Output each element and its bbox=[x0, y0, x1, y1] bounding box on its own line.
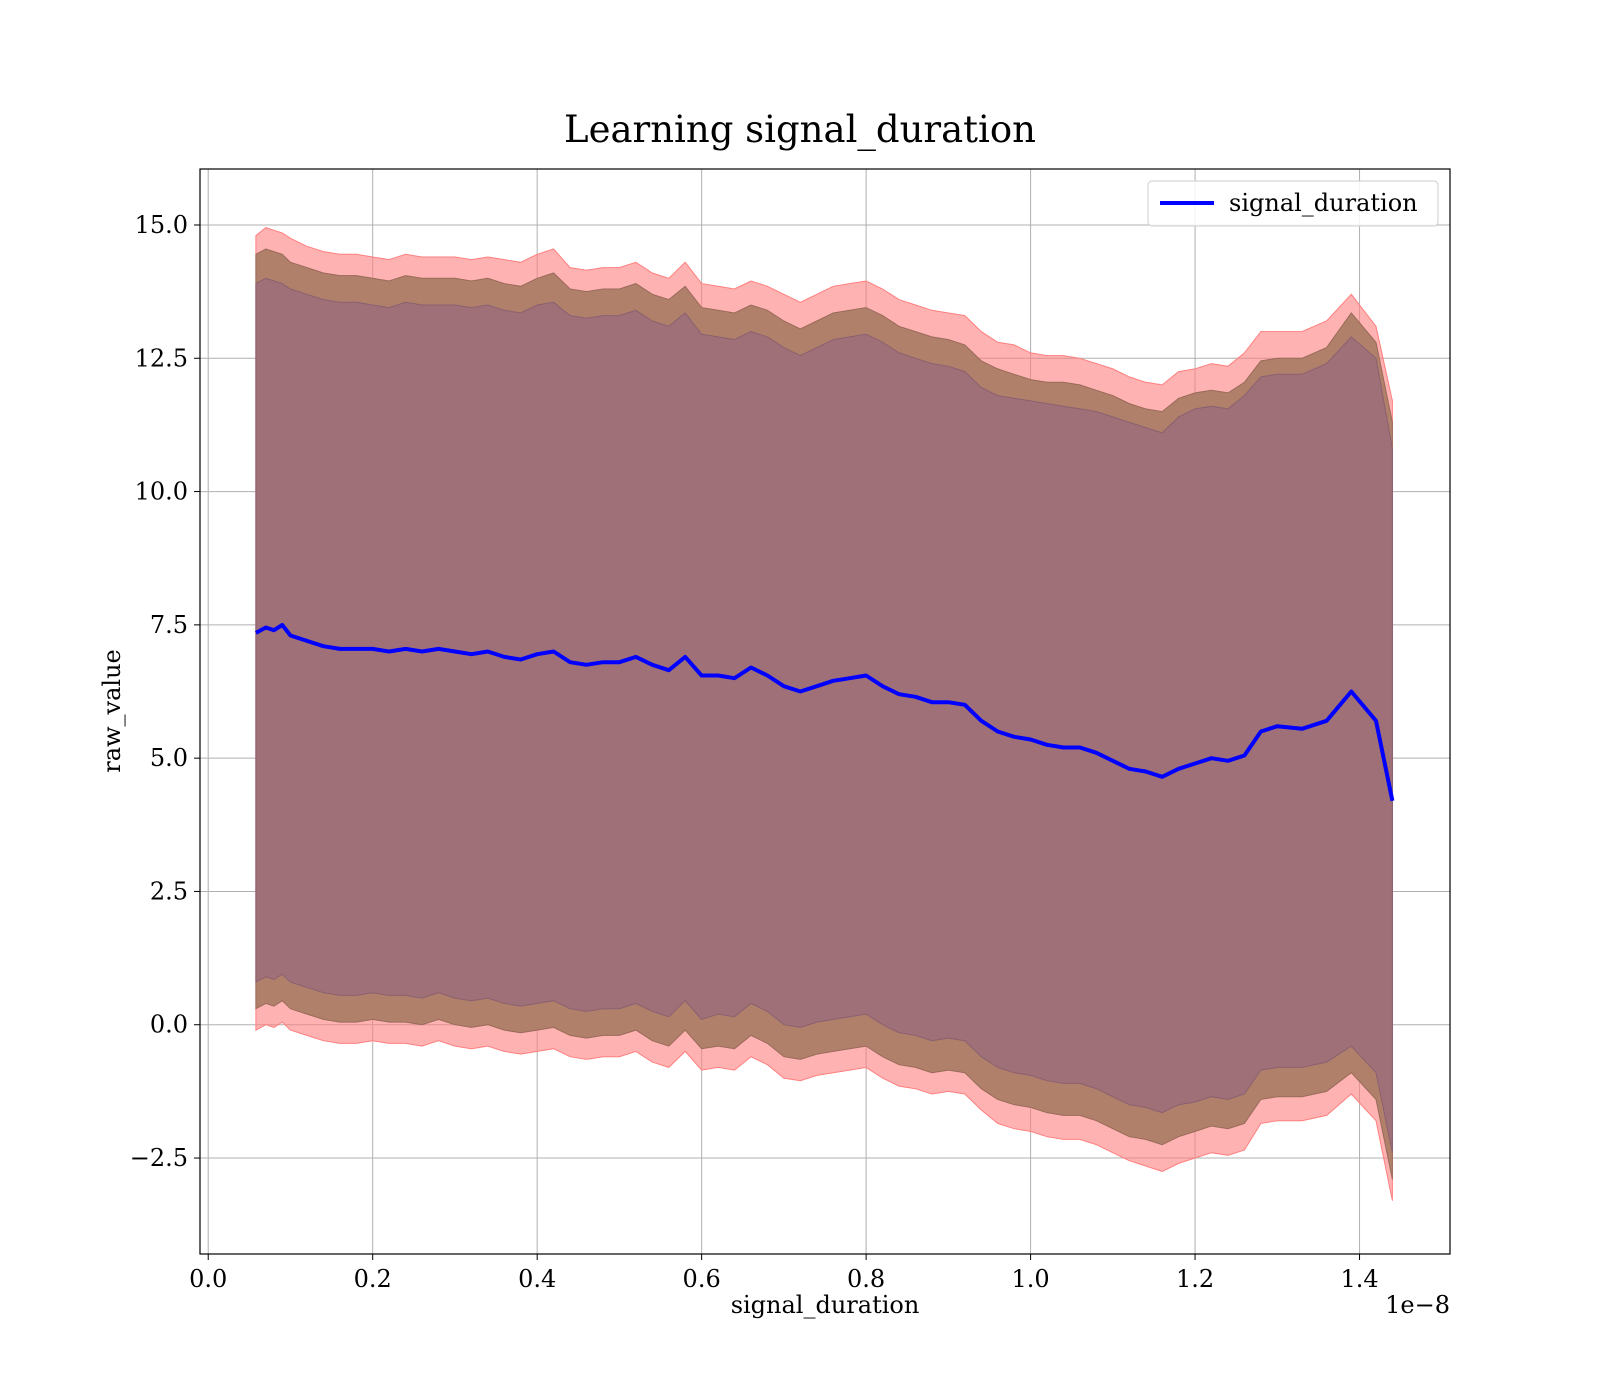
x-tick-label-7: 1.4 bbox=[1340, 1265, 1378, 1293]
y-tick-label-2: 10.0 bbox=[135, 478, 188, 506]
y-tick-label-5: 2.5 bbox=[150, 877, 188, 905]
legend: signal_duration bbox=[1147, 180, 1439, 227]
mean-line-signal-duration bbox=[254, 622, 1395, 802]
y-tick-label-7: −2.5 bbox=[130, 1144, 188, 1172]
y-tick-label-0: 15.0 bbox=[135, 211, 188, 239]
chart-title: Learning signal_duration bbox=[564, 108, 1036, 152]
x-tick-label-1: 0.2 bbox=[354, 1265, 392, 1293]
x-tick-label-4: 0.8 bbox=[847, 1265, 885, 1293]
y-tick-label-4: 5.0 bbox=[150, 744, 188, 772]
legend-label-signal-duration: signal_duration bbox=[1229, 189, 1418, 217]
x-tick-label-2: 0.4 bbox=[518, 1265, 556, 1293]
x-axis-offset-label: 1e−8 bbox=[1385, 1291, 1450, 1319]
plot-frame bbox=[199, 168, 1451, 1255]
y-tick-label-3: 7.5 bbox=[150, 611, 188, 639]
x-tick-label-3: 0.6 bbox=[683, 1265, 721, 1293]
confidence-bands bbox=[255, 227, 1393, 1201]
y-tick-label-1: 12.5 bbox=[135, 344, 188, 372]
x-tick-label-0: 0.0 bbox=[189, 1265, 227, 1293]
band-inner bbox=[255, 277, 1393, 1153]
x-axis-label: signal_duration bbox=[731, 1291, 920, 1319]
y-tick-label-6: 0.0 bbox=[150, 1011, 188, 1039]
mean-line-layer bbox=[254, 622, 1395, 802]
legend-box bbox=[1147, 180, 1439, 227]
x-tick-label-5: 1.0 bbox=[1012, 1265, 1050, 1293]
y-axis-label: raw_value bbox=[98, 649, 126, 773]
x-axis-ticks: 0.0 0.2 0.4 0.6 0.8 1.0 1.2 1.4 bbox=[189, 1254, 1379, 1293]
x-tick-label-6: 1.2 bbox=[1176, 1265, 1214, 1293]
y-axis-ticks: 15.0 12.5 10.0 7.5 5.0 2.5 0.0 −2.5 bbox=[130, 211, 200, 1172]
